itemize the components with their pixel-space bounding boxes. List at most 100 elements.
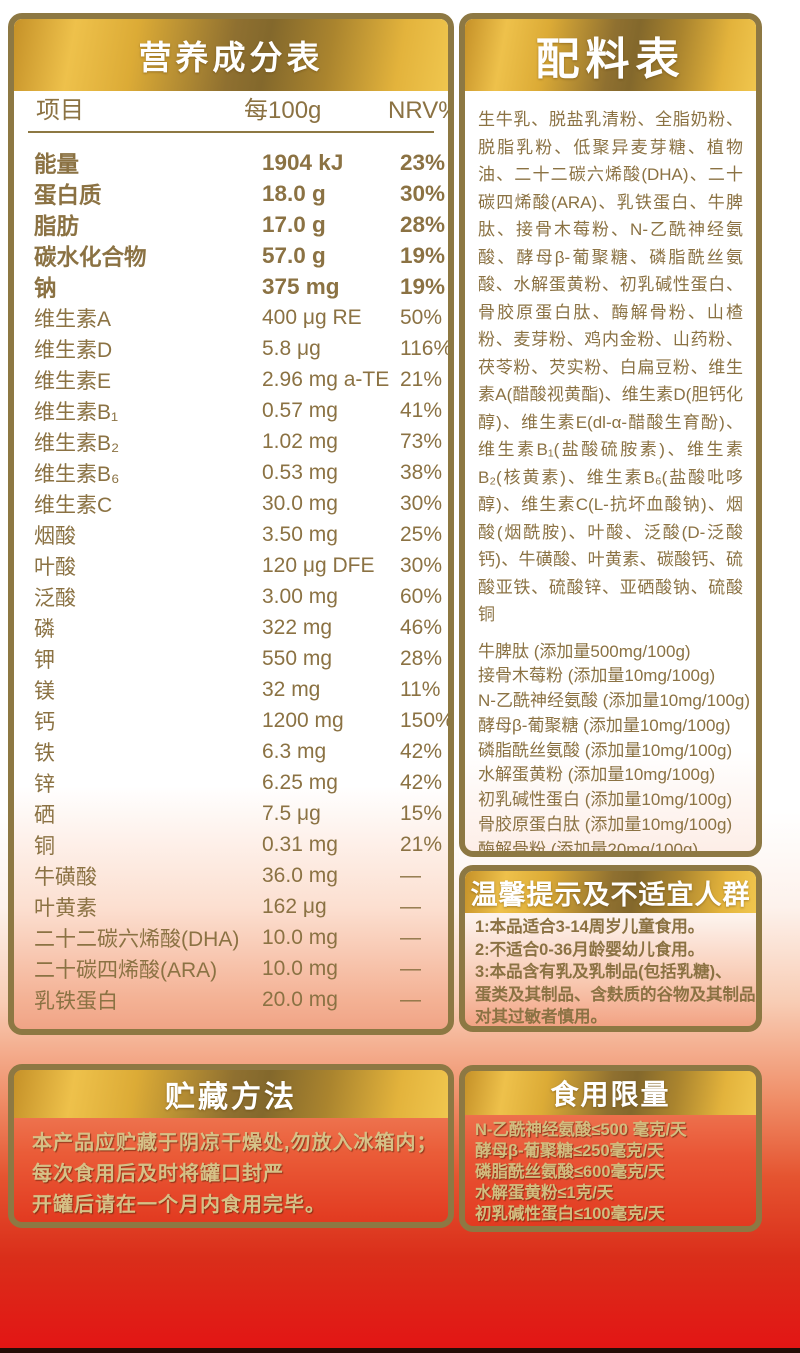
table-row: 能量 1904 kJ 23%: [34, 147, 445, 178]
table-row: 蛋白质 18.0 g 30%: [34, 178, 445, 209]
table-row: 钙 1200 mg 150%: [34, 705, 448, 736]
cell-value: 30.0 mg: [262, 491, 338, 515]
additive-line: 牛脾肽 (添加量500mg/100g): [478, 641, 691, 661]
ingredients-title: 配料表: [535, 35, 686, 84]
cell-nrv: —: [400, 987, 421, 1011]
storage-panel: 贮藏方法 本产品应贮藏于阴凉干燥处,勿放入冰箱内； 每次食用后及时将罐口封严 开罐后…: [8, 1064, 454, 1228]
cell-value: 10.0 mg: [262, 956, 338, 980]
tip-line: 3:本品含有乳及乳制品(包括乳糖)、: [475, 963, 732, 981]
cell-nrv: —: [400, 863, 421, 887]
cell-nrv: 25%: [400, 522, 443, 546]
nutrition-column-header: 项目 每100g NRV%: [28, 91, 448, 133]
cell-label: 维生素B₆: [34, 462, 120, 486]
cell-label: 锌: [34, 772, 55, 796]
cell-label: 维生素B₁: [34, 400, 119, 424]
cell-label: 铁: [34, 741, 55, 765]
cell-label: 维生素E: [34, 369, 112, 393]
additive-line: 酶解骨粉 (添加量20mg/100g): [478, 839, 699, 857]
cell-label: 二十碳四烯酸(ARA): [34, 958, 218, 982]
cell-label: 维生素B₂: [34, 431, 120, 455]
cell-value: 0.57 mg: [262, 398, 338, 422]
cell-nrv: 15%: [400, 801, 443, 825]
cell-value: 0.53 mg: [262, 460, 338, 484]
additive-line: 初乳碱性蛋白 (添加量10mg/100g): [478, 790, 733, 810]
tip-line: 2:不适合0-36月龄婴幼儿食用。: [475, 940, 705, 959]
cell-nrv: 28%: [400, 211, 446, 237]
cell-nrv: 73%: [400, 429, 443, 453]
cell-label: 维生素C: [34, 493, 113, 517]
cell-nrv: 50%: [400, 305, 443, 329]
cell-label: 镁: [34, 679, 55, 703]
storage-line: 每次食用后及时将罐口封严: [32, 1163, 284, 1185]
table-row: 泛酸 3.00 mg 60%: [34, 581, 442, 612]
tip-line: 蛋类及其制品、含麸质的谷物及其制品: [475, 985, 756, 1004]
limits-body: N-乙酰神经氨酸≤500 毫克/天 酵母β-葡聚糖≤250毫克/天 磷脂酰丝氨酸≤6…: [465, 1115, 756, 1225]
tips-panel: 温馨提示及不适宜人群 1:本品适合3-14周岁儿童食用。 2:不适合0-36月龄婴…: [459, 865, 762, 1032]
cell-value: 162 μg: [262, 894, 327, 918]
cell-value: 7.5 μg: [262, 801, 321, 825]
cell-value: 375 mg: [262, 273, 340, 299]
cell-value: 1200 mg: [262, 708, 344, 732]
table-row: 磷 322 mg 46%: [34, 612, 442, 643]
table-row: 维生素E 2.96 mg a-TE 21%: [34, 364, 442, 395]
cell-value: 400 μg RE: [262, 305, 362, 329]
cell-value: 36.0 mg: [262, 863, 338, 887]
column-nrv: NRV%: [388, 97, 454, 124]
cell-label: 烟酸: [34, 524, 76, 548]
cell-value: 322 mg: [262, 615, 333, 639]
cell-value: 18.0 g: [262, 180, 326, 206]
cell-value: 17.0 g: [262, 211, 326, 237]
additive-line: 水解蛋黄粉 (添加量10mg/100g): [478, 765, 716, 785]
cell-value: 10.0 mg: [262, 925, 338, 949]
cell-value: 6.25 mg: [262, 770, 338, 794]
additive-line: 磷脂酰丝氨酸 (添加量10mg/100g): [478, 740, 733, 760]
nutrition-title: 营养成分表: [138, 39, 324, 76]
cell-value: 120 μg DFE: [262, 553, 375, 577]
storage-line: 本产品应贮藏于阴凉干燥处,勿放入冰箱内；: [32, 1132, 438, 1154]
table-row: 叶黄素 162 μg —: [34, 891, 434, 922]
limit-line: 初乳碱性蛋白≤100毫克/天: [475, 1205, 665, 1223]
tip-line: 对其过敏者慎用。: [475, 1008, 607, 1026]
limit-line: 水解蛋黄粉≤1克/天: [475, 1184, 614, 1202]
cell-nrv: 30%: [400, 491, 443, 515]
cell-value: 57.0 g: [262, 242, 326, 268]
table-row: 维生素B₆ 0.53 mg 38%: [34, 457, 442, 488]
table-row: 二十碳四烯酸(ARA) 10.0 mg —: [34, 953, 434, 984]
cell-label: 维生素A: [34, 307, 112, 331]
cell-value: 6.3 mg: [262, 739, 327, 763]
cell-nrv: 28%: [400, 646, 443, 670]
table-row: 维生素B₁ 0.57 mg 41%: [34, 395, 442, 426]
cell-value: 1904 kJ: [262, 149, 344, 175]
ingredients-text: 生牛乳、脱盐乳清粉、全脂奶粉、脱脂乳粉、低聚异麦芽糖、植物油、二十二碳六烯酸(D…: [478, 110, 743, 624]
table-row: 维生素A 400 μg RE 50%: [34, 302, 442, 333]
cell-nrv: 19%: [400, 242, 446, 268]
cell-label: 泛酸: [34, 586, 76, 610]
cell-nrv: 21%: [400, 832, 443, 856]
cell-value: 550 mg: [262, 646, 333, 670]
table-row: 硒 7.5 μg 15%: [34, 798, 442, 829]
table-row: 维生素D 5.8 μg 116%: [34, 333, 448, 364]
tips-title-bar: 温馨提示及不适宜人群: [465, 871, 756, 913]
cell-label: 硒: [34, 803, 55, 827]
cell-label: 脂肪: [34, 213, 80, 239]
cell-label: 牛磺酸: [34, 865, 97, 889]
cell-nrv: —: [400, 925, 421, 949]
cell-nrv: 150%: [400, 708, 454, 732]
storage-title: 贮藏方法: [165, 1081, 297, 1114]
additive-line: 骨胶原蛋白肽 (添加量10mg/100g): [478, 815, 733, 835]
cell-label: 碳水化合物: [34, 244, 147, 270]
cell-nrv: 19%: [400, 273, 446, 299]
limit-line: 磷脂酰丝氨酸≤600毫克/天: [475, 1163, 665, 1181]
tip-line: 1:本品适合3-14周岁儿童食用。: [475, 918, 705, 936]
cell-nrv: —: [400, 956, 421, 980]
cell-nrv: 21%: [400, 367, 443, 391]
additive-line: 接骨木莓粉 (添加量10mg/100g): [478, 666, 716, 686]
cell-nrv: 116%: [400, 336, 453, 360]
tips-body: 1:本品适合3-14周岁儿童食用。 2:不适合0-36月龄婴幼儿食用。 3:本品含有…: [465, 913, 756, 1026]
cell-label: 蛋白质: [34, 182, 102, 208]
table-row: 烟酸 3.50 mg 25%: [34, 519, 442, 550]
table-row: 乳铁蛋白 20.0 mg —: [34, 984, 434, 1015]
cell-value: 2.96 mg a-TE: [262, 367, 390, 391]
additive-line: 酵母β-葡聚糖 (添加量10mg/100g): [478, 715, 731, 735]
